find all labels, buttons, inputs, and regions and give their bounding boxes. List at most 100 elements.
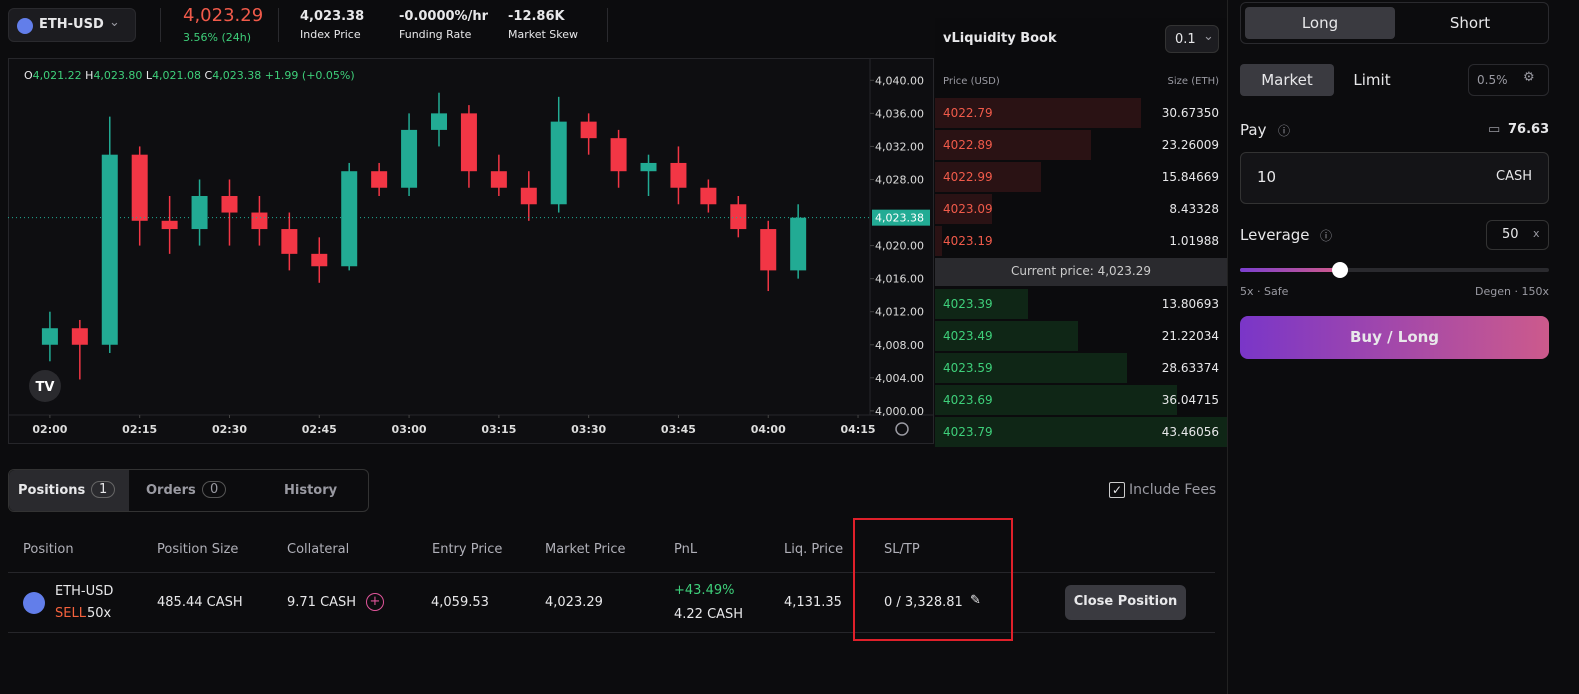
col-header: Price (USD) <box>943 76 1000 87</box>
include-fees-checkbox[interactable]: ✓ <box>1109 482 1125 498</box>
liq: 4,131.35 <box>784 595 842 610</box>
x-tick-label: 02:00 <box>32 423 67 436</box>
tab-count: 1 <box>91 481 116 498</box>
add-collateral[interactable]: + <box>366 593 384 611</box>
depth-bar <box>935 162 1042 192</box>
candle-body <box>311 253 328 267</box>
stat-value: 4,023.38 <box>300 9 365 24</box>
book-price: 4023.69 <box>943 393 993 407</box>
candle-body <box>520 187 537 205</box>
key: L <box>145 69 153 82</box>
candle-body <box>760 229 777 271</box>
candle-body <box>670 162 687 188</box>
candle-body <box>730 204 747 230</box>
slider-track[interactable] <box>1240 268 1549 272</box>
y-tick-label: 4,020.00 <box>875 240 924 253</box>
step-select[interactable]: 0.1 ⌄ <box>1165 25 1219 53</box>
symbol-select[interactable]: ETH-USD ⌄ <box>8 8 136 42</box>
pay-unit: CASH <box>1496 169 1532 184</box>
limit-tab[interactable]: Limit <box>1353 71 1391 89</box>
tab[interactable]: History <box>284 483 338 498</box>
collateral: 9.71 CASH <box>287 595 357 610</box>
book-size: 36.04715 <box>1161 393 1219 407</box>
candle-body <box>460 113 477 172</box>
long-tab[interactable]: Long <box>1245 7 1395 39</box>
depth-bar <box>935 289 1028 319</box>
val: 4,021.22 <box>32 69 82 82</box>
x-tick-label: 03:30 <box>571 423 606 436</box>
candle-body <box>251 212 268 230</box>
x-tick-label: 02:30 <box>212 423 247 436</box>
book-size: 1.01988 <box>1169 234 1219 248</box>
y-tick-label: 4,016.00 <box>875 273 924 286</box>
slider-thumb[interactable] <box>1332 262 1348 278</box>
pay-input[interactable]: 10 CASH <box>1240 152 1549 204</box>
x-tick-label: 04:15 <box>841 423 876 436</box>
book-size: 28.63374 <box>1161 361 1219 375</box>
candle-body <box>221 196 238 213</box>
market: ETH-USD <box>55 584 114 599</box>
depth-bar <box>935 194 992 224</box>
depth-bar <box>935 321 1078 351</box>
leverage-input[interactable]: 50 x <box>1486 220 1549 250</box>
candle-body <box>131 154 148 221</box>
highlight-box <box>853 518 1013 641</box>
depth-bar <box>935 385 1178 415</box>
side-tabs: Long Short <box>1240 2 1549 44</box>
depth-bar <box>935 130 1092 160</box>
stat-label: Index Price <box>300 28 361 41</box>
y-tick-label: 4,040.00 <box>875 74 924 87</box>
edit-sltp[interactable]: ✎ <box>970 593 981 608</box>
svg-text:TV: TV <box>36 380 55 395</box>
candle-body <box>550 121 567 205</box>
x-tick-label: 02:15 <box>122 423 157 436</box>
y-tick-label: 4,036.00 <box>875 107 924 120</box>
size: 485.44 CASH <box>157 595 243 610</box>
last-price-label: 4,023.38 <box>875 212 924 225</box>
depth-bar <box>935 98 1142 128</box>
candle-body <box>790 217 807 271</box>
val: 4,021.08 <box>152 69 202 82</box>
book-size: 13.80693 <box>1161 297 1219 311</box>
pay-label: Pay <box>1240 121 1267 139</box>
column-header: Entry Price <box>432 542 503 557</box>
candle-body <box>700 187 717 205</box>
short-tab[interactable]: Short <box>1449 14 1491 32</box>
close-position[interactable]: Close Position <box>1065 585 1186 620</box>
slider-max: Degen · 150x <box>1475 285 1549 298</box>
eth-icon <box>23 592 45 614</box>
book-price: 4022.99 <box>943 170 993 184</box>
column-header: PnL <box>674 542 698 557</box>
book-size: 43.46056 <box>1161 425 1219 439</box>
slippage-value: 0.5% <box>1477 73 1508 87</box>
book-price: 4023.19 <box>943 234 993 248</box>
market-tab[interactable]: Market <box>1240 64 1334 96</box>
price-change: 3.56% (24h) <box>183 31 251 44</box>
pnl-pct: +43.49% <box>674 583 735 598</box>
candle-body <box>101 154 118 345</box>
y-tick-label: 4,000.00 <box>875 405 924 418</box>
tab[interactable]: Positions <box>18 483 86 498</box>
key: H <box>85 69 94 82</box>
candle-body <box>191 196 208 230</box>
y-tick-label: 4,004.00 <box>875 372 924 385</box>
depth-bar <box>935 353 1128 383</box>
leverage-label: Leverage <box>1240 226 1310 244</box>
last-price-tag <box>872 209 930 226</box>
candle-body <box>490 171 507 188</box>
depth-bar <box>935 417 1227 447</box>
column-header: Liq. Price <box>784 542 844 557</box>
candle-body <box>640 162 657 172</box>
val: 4,023.38 <box>212 69 262 82</box>
candle-body <box>610 138 627 172</box>
x-tick-label: 03:15 <box>481 423 516 436</box>
y-tick-label: 4,012.00 <box>875 306 924 319</box>
candle-body <box>431 113 447 130</box>
leverage-unit: x <box>1533 227 1540 240</box>
tab[interactable]: Orders <box>146 483 196 498</box>
key: O <box>24 69 33 82</box>
candle-body <box>401 129 418 188</box>
slippage[interactable]: 0.5% ⚙ <box>1468 64 1549 96</box>
submit-button[interactable]: Buy / Long <box>1240 316 1549 359</box>
